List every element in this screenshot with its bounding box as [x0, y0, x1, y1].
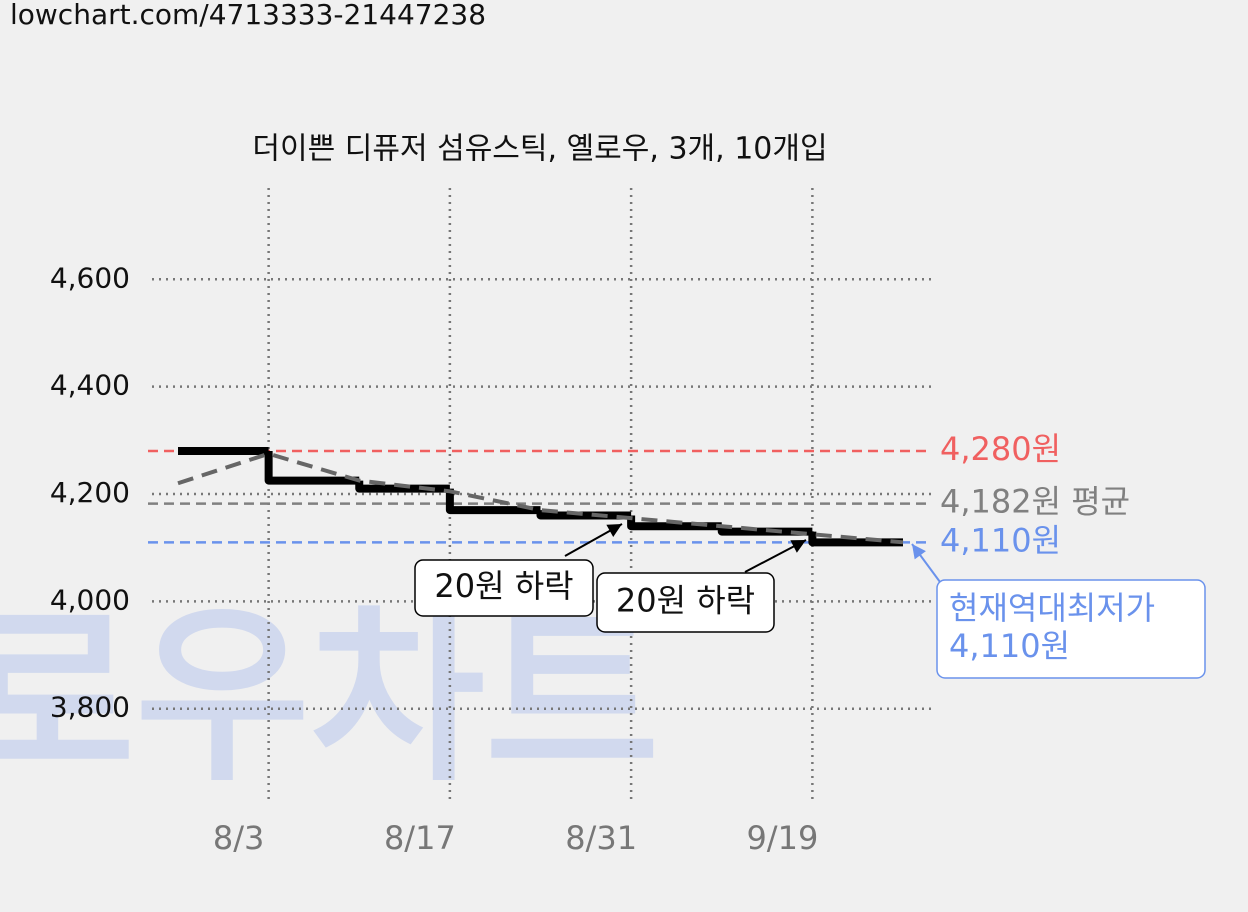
y-tick-label: 4,400 [50, 369, 130, 402]
y-tick-label: 4,000 [50, 583, 130, 616]
x-tick-label: 9/19 [746, 819, 818, 857]
annotation-text: 20원 하락 [434, 567, 573, 605]
annotation-text: 20원 하락 [616, 582, 755, 620]
annotation-text: 현재역대최저가 [949, 589, 1155, 627]
watermark: 로우차트 [0, 586, 660, 807]
reference-label: 4,182원 평균 [940, 483, 1130, 521]
price-step [445, 488, 541, 515]
annotation-box [414, 559, 594, 617]
y-tick-label: 4,600 [50, 261, 130, 294]
annotation-box [596, 572, 775, 633]
reference-label: 4,110원 [940, 521, 1061, 559]
chart-title: 더이쁜 디퓨저 섬유스틱, 옐로우, 3개, 10개입 [252, 132, 827, 167]
annotation-box [936, 579, 1206, 679]
y-tick-label: 3,800 [50, 691, 130, 724]
url: lowchart.com/4713333-21447238 [10, 0, 486, 31]
x-tick-label: 8/17 [384, 819, 456, 857]
average-line [177, 451, 904, 545]
annotation-text: 4,110원 [949, 627, 1070, 665]
arrow-head [790, 540, 806, 553]
price-step [264, 451, 360, 485]
arrow-head [912, 544, 926, 560]
y-tick-label: 4,200 [50, 476, 130, 509]
reference-label: 4,280원 [940, 430, 1061, 468]
arrow-head [606, 524, 622, 537]
x-tick-label: 8/3 [213, 819, 265, 857]
x-tick-label: 8/31 [565, 819, 637, 857]
